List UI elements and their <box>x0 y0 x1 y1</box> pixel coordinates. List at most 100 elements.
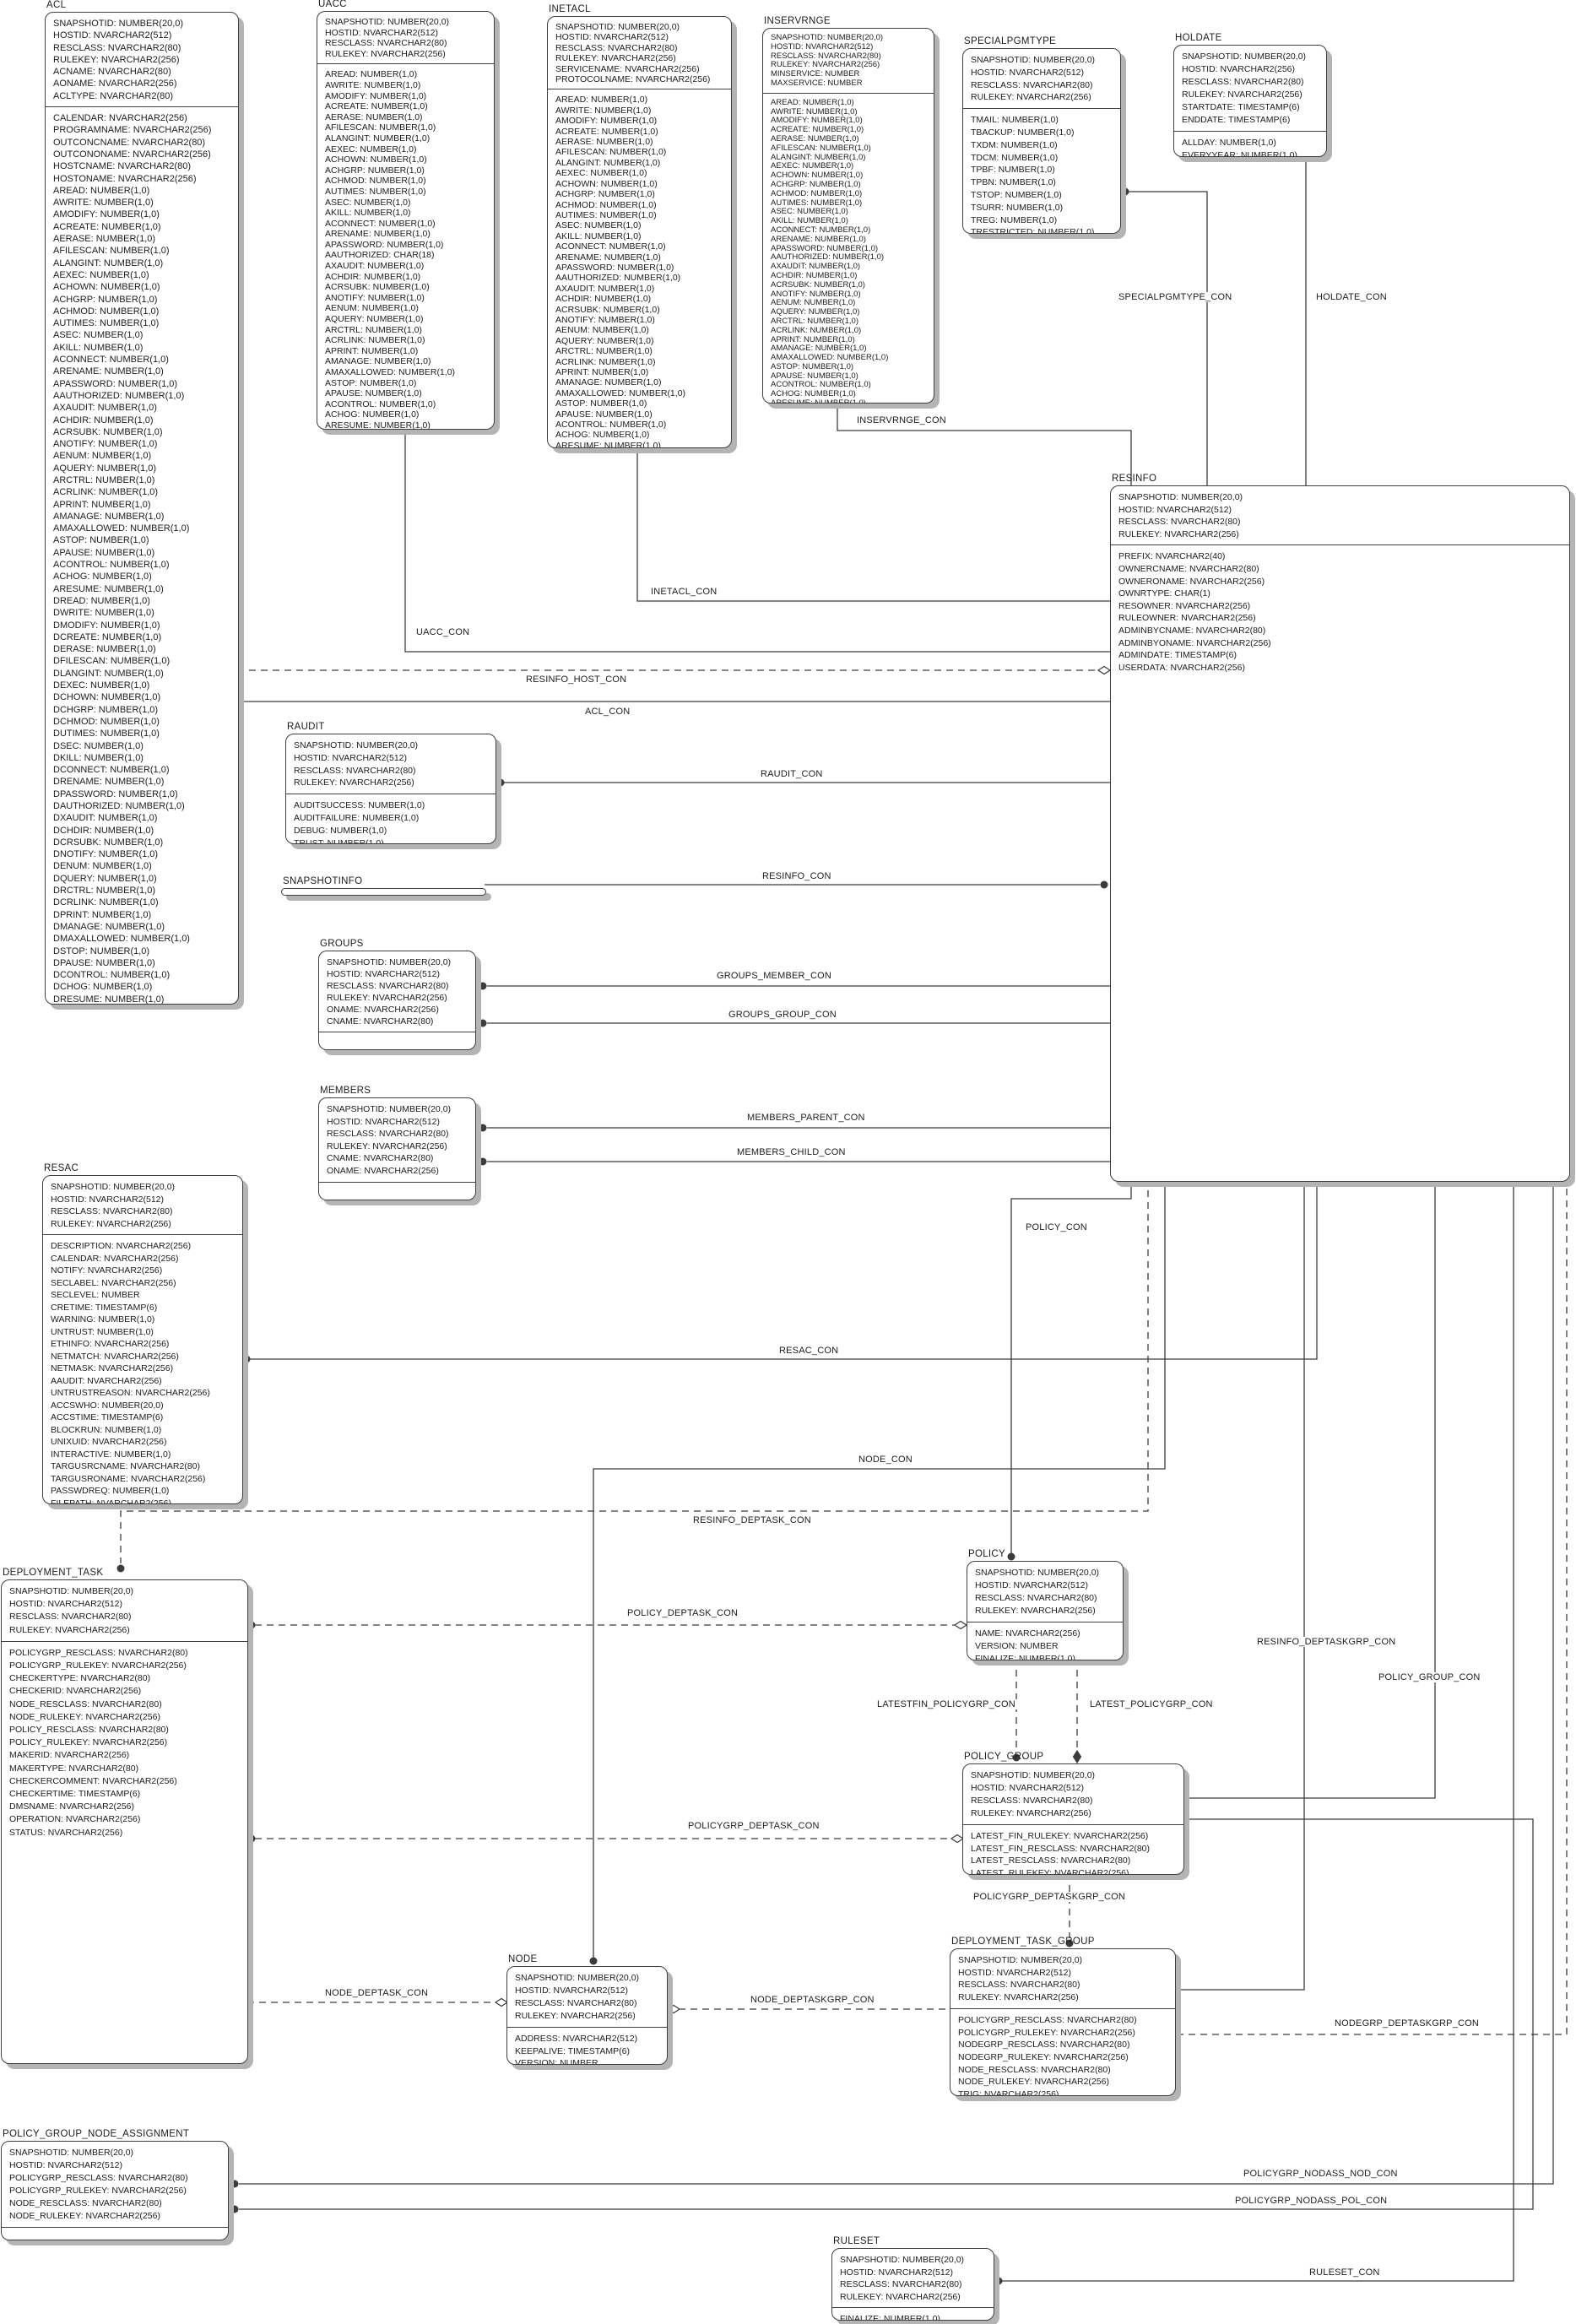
field-resac-interactive: INTERACTIVE: NUMBER(1,0) <box>51 1449 171 1460</box>
field-acl-apause: APAUSE: NUMBER(1,0) <box>53 547 155 558</box>
field-inservrnge-aresume: ARESUME: NUMBER(1,0) <box>771 398 866 404</box>
field-acl-rulekey: RULEKEY: NVARCHAR2(256) <box>53 54 180 65</box>
field-acl-afilescan: AFILESCAN: NUMBER(1,0) <box>53 246 170 257</box>
field-acl-dmaxallowed: DMAXALLOWED: NUMBER(1,0) <box>53 934 190 945</box>
field-uacc-autimes: AUTIMES: NUMBER(1,0) <box>325 186 426 197</box>
connector-label-inetacl_con: INETACL_CON <box>648 587 720 597</box>
entity-box-resinfo: SNAPSHOTID: NUMBER(20,0) HOSTID: NVARCHAR… <box>1110 485 1570 1182</box>
field-holdate-startdate: STARTDATE: TIMESTAMP(6) <box>1182 102 1300 112</box>
field-inetacl-resclass: RESCLASS: NVARCHAR2(80) <box>555 42 678 53</box>
field-policy_group-latest_fin_rulekey: LATEST_FIN_RULEKEY: NVARCHAR2(256) <box>971 1830 1149 1841</box>
field-acl-akill: AKILL: NUMBER(1,0) <box>53 342 144 353</box>
field-deployment_task_group-snapshotid: SNAPSHOTID: NUMBER(20,0) <box>958 1955 1083 1965</box>
field-uacc-amodify: AMODIFY: NUMBER(1,0) <box>325 90 427 101</box>
field-deployment_task-checkerid: CHECKERID: NVARCHAR2(256) <box>9 1686 142 1697</box>
field-acl-drename: DRENAME: NUMBER(1,0) <box>53 777 165 788</box>
relationship-dot-icon <box>1100 880 1108 889</box>
connector-label-nodegrp_deptaskgrp_con: NODEGRP_DEPTASKGRP_CON <box>1332 2018 1482 2029</box>
field-inservrnge-apause: APAUSE: NUMBER(1,0) <box>771 371 858 381</box>
field-inetacl-acrsubk: ACRSUBK: NUMBER(1,0) <box>555 304 660 315</box>
field-resac-snapshotid: SNAPSHOTID: NUMBER(20,0) <box>51 1182 176 1192</box>
field-acl-dchown: DCHOWN: NUMBER(1,0) <box>53 692 161 703</box>
field-uacc-apassword: APASSWORD: NUMBER(1,0) <box>325 239 444 250</box>
connector-policy_con <box>1010 1178 1132 1553</box>
field-resinfo-ownrtype: OWNRTYPE: CHAR(1) <box>1118 588 1210 599</box>
connector-uacc_con <box>404 422 1111 653</box>
entity-header-section-node: SNAPSHOTID: NUMBER(20,0) HOSTID: NVARCHAR… <box>507 1967 667 2027</box>
field-node-version: VERSION: NUMBER <box>515 2058 598 2065</box>
field-resinfo-resclass: RESCLASS: NVARCHAR2(80) <box>1118 517 1241 528</box>
connector-label-resac_con: RESAC_CON <box>777 1346 842 1356</box>
connector-label-uacc_con: UACC_CON <box>414 627 473 637</box>
field-acl-dpassword: DPASSWORD: NUMBER(1,0) <box>53 788 178 799</box>
field-uacc-achog: ACHOG: NUMBER(1,0) <box>325 409 420 420</box>
field-deployment_task_group-nodegrp_rulekey: NODEGRP_RULEKEY: NVARCHAR2(256) <box>958 2051 1129 2062</box>
field-uacc-acrlink: ACRLINK: NUMBER(1,0) <box>325 335 425 346</box>
field-uacc-acrsubk: ACRSUBK: NUMBER(1,0) <box>325 282 430 293</box>
field-uacc-resclass: RESCLASS: NVARCHAR2(80) <box>325 38 447 49</box>
field-resac-passwdreq: PASSWDREQ: NUMBER(1,0) <box>51 1486 170 1496</box>
field-ruleset-resclass: RESCLASS: NVARCHAR2(80) <box>840 2279 962 2290</box>
entity-title-holdate: HOLDATE <box>1175 33 1222 43</box>
connector-inetacl_con <box>636 441 1111 602</box>
field-uacc-acreate: ACREATE: NUMBER(1,0) <box>325 101 428 112</box>
field-uacc-achown: ACHOWN: NUMBER(1,0) <box>325 154 427 165</box>
relationship-dot-icon <box>1007 1552 1015 1561</box>
field-inservrnge-aerase: AERASE: NUMBER(1,0) <box>771 133 859 144</box>
field-acl-autimes: AUTIMES: NUMBER(1,0) <box>53 318 160 329</box>
entity-header-section-policy: SNAPSHOTID: NUMBER(20,0) HOSTID: NVARCHAR… <box>967 1562 1123 1622</box>
field-acl-axaudit: AXAUDIT: NUMBER(1,0) <box>53 403 157 414</box>
field-resac-accswho: ACCSWHO: NUMBER(20,0) <box>51 1400 164 1411</box>
field-inetacl-aresume: ARESUME: NUMBER(1,0) <box>555 440 661 448</box>
entity-box-inetacl: SNAPSHOTID: NUMBER(20,0) HOSTID: NVARCHAR… <box>547 16 732 448</box>
field-policy_group_node_assignment-snapshotid: SNAPSHOTID: NUMBER(20,0) <box>9 2148 134 2158</box>
connector-label-policygrp_deptaskgrp_con: POLICYGRP_DEPTASKGRP_CON <box>971 1892 1129 1902</box>
field-inservrnge-akill: AKILL: NUMBER(1,0) <box>771 216 848 226</box>
field-uacc-acontrol: ACONTROL: NUMBER(1,0) <box>325 398 436 409</box>
field-specialpgmtype-tdcm: TDCM: NUMBER(1,0) <box>971 152 1059 163</box>
field-deployment_task_group-resclass: RESCLASS: NVARCHAR2(80) <box>958 1980 1080 1991</box>
field-inetacl-aexec: AEXEC: NUMBER(1,0) <box>555 168 647 179</box>
field-acl-derase: DERASE: NUMBER(1,0) <box>53 644 156 655</box>
field-inetacl-aerase: AERASE: NUMBER(1,0) <box>555 137 653 148</box>
field-acl-achown: ACHOWN: NUMBER(1,0) <box>53 282 160 293</box>
field-acl-acltype: ACLTYPE: NVARCHAR2(80) <box>53 90 174 101</box>
field-policy-version: VERSION: NUMBER <box>975 1641 1059 1651</box>
field-inetacl-awrite: AWRITE: NUMBER(1,0) <box>555 105 652 116</box>
open-diamond-icon <box>666 2004 681 2014</box>
field-acl-aenum: AENUM: NUMBER(1,0) <box>53 451 152 462</box>
field-inservrnge-acreate: ACREATE: NUMBER(1,0) <box>771 125 864 135</box>
field-inetacl-aconnect: ACONNECT: NUMBER(1,0) <box>555 241 666 252</box>
entity-body-section-policy: NAME: NVARCHAR2(256) VERSION: NUMBER FINAL… <box>967 1622 1123 1660</box>
field-deployment_task-checkercomment: CHECKERCOMMENT: NVARCHAR2(256) <box>9 1775 177 1786</box>
field-inservrnge-minservice: MINSERVICE: NUMBER <box>771 69 860 79</box>
field-acl-aexec: AEXEC: NUMBER(1,0) <box>53 269 149 280</box>
field-acl-hostoname: HOSTONAME: NVARCHAR2(256) <box>53 173 197 184</box>
entity-body-section-deployment_task: POLICYGRP_RESCLASS: NVARCHAR2(80) POLICYG… <box>2 1640 247 1844</box>
field-acl-aresume: ARESUME: NUMBER(1,0) <box>53 583 164 594</box>
field-inetacl-astop: ASTOP: NUMBER(1,0) <box>555 398 647 409</box>
field-acl-dquery: DQUERY: NUMBER(1,0) <box>53 873 157 884</box>
field-inservrnge-apassword: APASSWORD: NUMBER(1,0) <box>771 243 879 253</box>
connector-label-groups_member_con: GROUPS_MEMBER_CON <box>714 971 835 981</box>
field-acl-amaxallowed: AMAXALLOWED: NUMBER(1,0) <box>53 523 190 534</box>
entity-box-deployment_task: SNAPSHOTID: NUMBER(20,0) HOSTID: NVARCHAR… <box>1 1579 248 2064</box>
field-uacc-aerase: AERASE: NUMBER(1,0) <box>325 111 423 122</box>
connector-label-members_child_con: MEMBERS_CHILD_CON <box>734 1147 848 1157</box>
field-inservrnge-aenum: AENUM: NUMBER(1,0) <box>771 298 856 308</box>
field-deployment_task-status: STATUS: NVARCHAR2(256) <box>9 1827 123 1838</box>
connector-policygrp_nodass_pol_con <box>239 1818 1534 2210</box>
connector-label-policygrp_nodass_nod_con: POLICYGRP_NODASS_NOD_CON <box>1241 2169 1400 2179</box>
open-diamond-icon <box>950 1834 965 1844</box>
entity-title-node: NODE <box>508 1954 538 1964</box>
field-inservrnge-achmod: ACHMOD: NUMBER(1,0) <box>771 188 863 198</box>
field-inservrnge-awrite: AWRITE: NUMBER(1,0) <box>771 106 858 116</box>
field-uacc-apause: APAUSE: NUMBER(1,0) <box>325 388 422 399</box>
field-deployment_task-policygrp_rulekey: POLICYGRP_RULEKEY: NVARCHAR2(256) <box>9 1660 187 1671</box>
field-uacc-afilescan: AFILESCAN: NUMBER(1,0) <box>325 122 436 133</box>
field-acl-achgrp: ACHGRP: NUMBER(1,0) <box>53 294 158 305</box>
field-acl-dchog: DCHOG: NUMBER(1,0) <box>53 982 153 993</box>
entity-box-policy_group_node_assignment: SNAPSHOTID: NUMBER(20,0) HOSTID: NVARCHAR… <box>1 2141 229 2240</box>
field-acl-arctrl: ARCTRL: NUMBER(1,0) <box>53 474 155 485</box>
field-resac-blockrun: BLOCKRUN: NUMBER(1,0) <box>51 1424 162 1435</box>
